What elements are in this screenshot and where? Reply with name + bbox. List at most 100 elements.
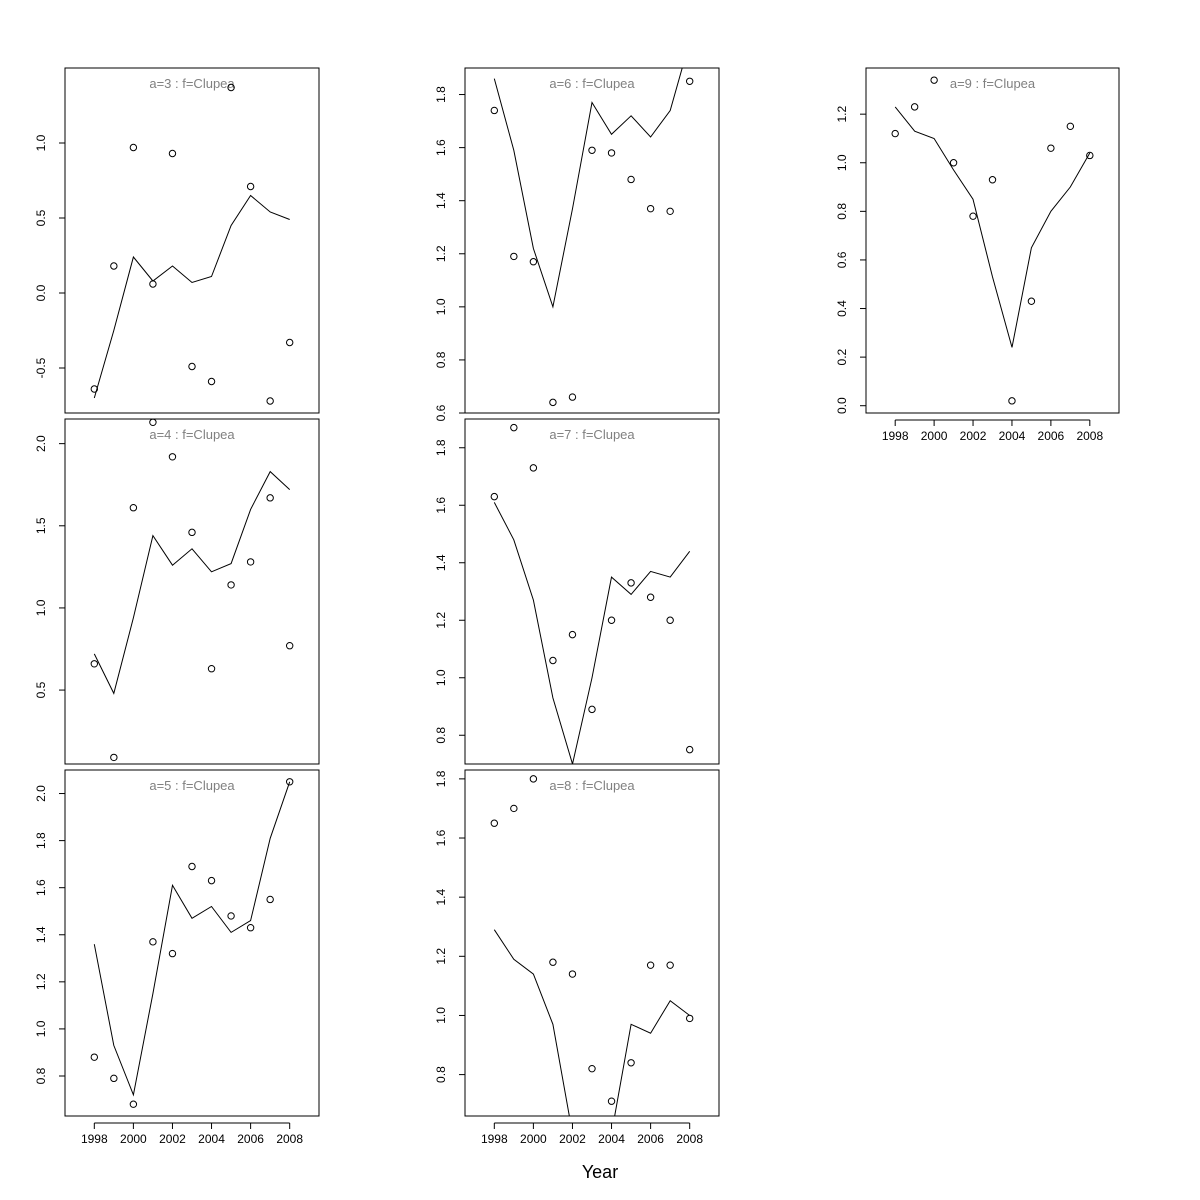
data-point (1086, 151, 1094, 160)
data-point (285, 642, 294, 650)
y-tick-label: 1.2 (434, 948, 448, 965)
x-tick-label: 1998 (882, 429, 909, 443)
panel-title: a=9 : f=Clupea (950, 76, 1036, 91)
data-point (549, 656, 557, 665)
data-point (930, 76, 938, 84)
data-point (1047, 144, 1055, 152)
data-point (529, 775, 538, 783)
x-tick-label: 1998 (81, 1132, 108, 1146)
data-point (168, 149, 177, 158)
x-tick-label: 2002 (960, 429, 987, 443)
plot-frame (464, 418, 720, 765)
x-axis-label: Year (582, 1162, 618, 1182)
data-point (568, 393, 577, 401)
y-tick-label: 0.0 (835, 397, 849, 414)
plot-frame (64, 67, 320, 414)
data-point (891, 129, 899, 138)
y-tick-label: 0.8 (434, 351, 448, 368)
data-point (110, 753, 118, 762)
panel-4: a=6 : f=Clupea 0.6 0.8 1.0 1.2 1.4 1.6 1.8 (434, 67, 720, 421)
data-point (529, 464, 538, 472)
data-point (627, 175, 635, 184)
panel-3: a=5 : f=Clupea 0.8 1.0 1.2 1.4 1.6 1.8 2.0 1998 2… (34, 769, 320, 1146)
data-point (666, 961, 674, 969)
data-point (607, 616, 616, 624)
data-point (549, 398, 557, 407)
x-tick-label: 2006 (1038, 429, 1065, 443)
y-tick-label: 1.6 (34, 879, 48, 896)
data-point (588, 705, 596, 714)
y-tick-label: 1.6 (434, 497, 448, 514)
y-tick-label: 1.0 (34, 1020, 48, 1037)
data-point (227, 912, 235, 920)
data-point (168, 949, 177, 958)
panel-2: a=4 : f=Clupea 0.5 1.0 1.5 2.0 (34, 418, 320, 765)
y-tick-label: 1.8 (434, 770, 448, 787)
data-point (646, 204, 655, 213)
data-point (588, 146, 596, 154)
data-point (246, 558, 255, 566)
data-point (188, 362, 196, 371)
y-tick-label: 1.4 (34, 926, 48, 943)
y-tick-label: 1.8 (34, 832, 48, 849)
y-tick-label: 0.8 (34, 1067, 48, 1084)
data-point (90, 385, 99, 393)
x-tick-label: 2008 (1076, 429, 1103, 443)
y-tick-label: 1.0 (34, 599, 48, 616)
data-point (588, 1064, 596, 1073)
fit-line (493, 929, 691, 1116)
panel-title: a=8 : f=Clupea (549, 778, 635, 793)
y-tick-label: -0.5 (34, 357, 48, 378)
data-point (149, 280, 157, 288)
panel-6: a=8 : f=Clupea 0.8 1.0 1.2 1.4 1.6 1.8 1998 2000… (434, 769, 720, 1146)
y-tick-label: 0.2 (835, 348, 849, 365)
y-tick-label: 1.0 (434, 298, 448, 315)
data-point (666, 207, 674, 216)
data-point (188, 528, 196, 537)
fit-line (493, 502, 691, 764)
y-tick-label: 0.8 (434, 727, 448, 744)
data-point (666, 616, 674, 624)
data-point (129, 1100, 138, 1108)
y-tick-label: 1.6 (434, 139, 448, 156)
data-point (110, 1074, 118, 1083)
fit-line (493, 68, 683, 309)
data-point (246, 924, 255, 932)
y-tick-label: 1.0 (434, 1007, 448, 1024)
data-point (490, 106, 499, 115)
data-point (266, 397, 274, 405)
panel-7: a=9 : f=Clupea 0.0 0.2 0.4 0.6 0.8 1.0 1.2 1998 2… (835, 67, 1120, 443)
data-point (490, 492, 499, 501)
data-point (110, 262, 118, 270)
fit-line (93, 470, 291, 695)
y-tick-label: 1.8 (434, 86, 448, 103)
panel-title: a=6 : f=Clupea (549, 76, 635, 91)
y-tick-label: 0.6 (434, 404, 448, 421)
panel-title: a=5 : f=Clupea (149, 778, 235, 793)
y-tick-label: 1.4 (434, 888, 448, 905)
data-point (568, 970, 577, 978)
x-tick-label: 2000 (120, 1132, 147, 1146)
x-tick-label: 2006 (237, 1132, 264, 1146)
x-tick-label: 2008 (676, 1132, 703, 1146)
x-tick-label: 2002 (559, 1132, 586, 1146)
data-point (207, 876, 216, 885)
data-point (910, 103, 919, 111)
data-point (207, 665, 216, 673)
y-tick-label: 1.4 (434, 554, 448, 571)
data-point (988, 176, 997, 184)
data-point (149, 418, 157, 426)
data-point (607, 149, 616, 157)
data-point (266, 494, 274, 502)
x-tick-label: 2000 (921, 429, 948, 443)
data-point (90, 1053, 99, 1061)
data-point (510, 804, 518, 813)
data-point (529, 258, 538, 266)
panels: a=3 : f=Clupea-0.50.00.51.0a=4 : f=Clupe… (34, 67, 1120, 1146)
x-tick-label: 2000 (520, 1132, 547, 1146)
data-point (207, 377, 216, 386)
data-point (510, 423, 518, 432)
data-point (685, 77, 694, 85)
data-point (149, 938, 157, 946)
